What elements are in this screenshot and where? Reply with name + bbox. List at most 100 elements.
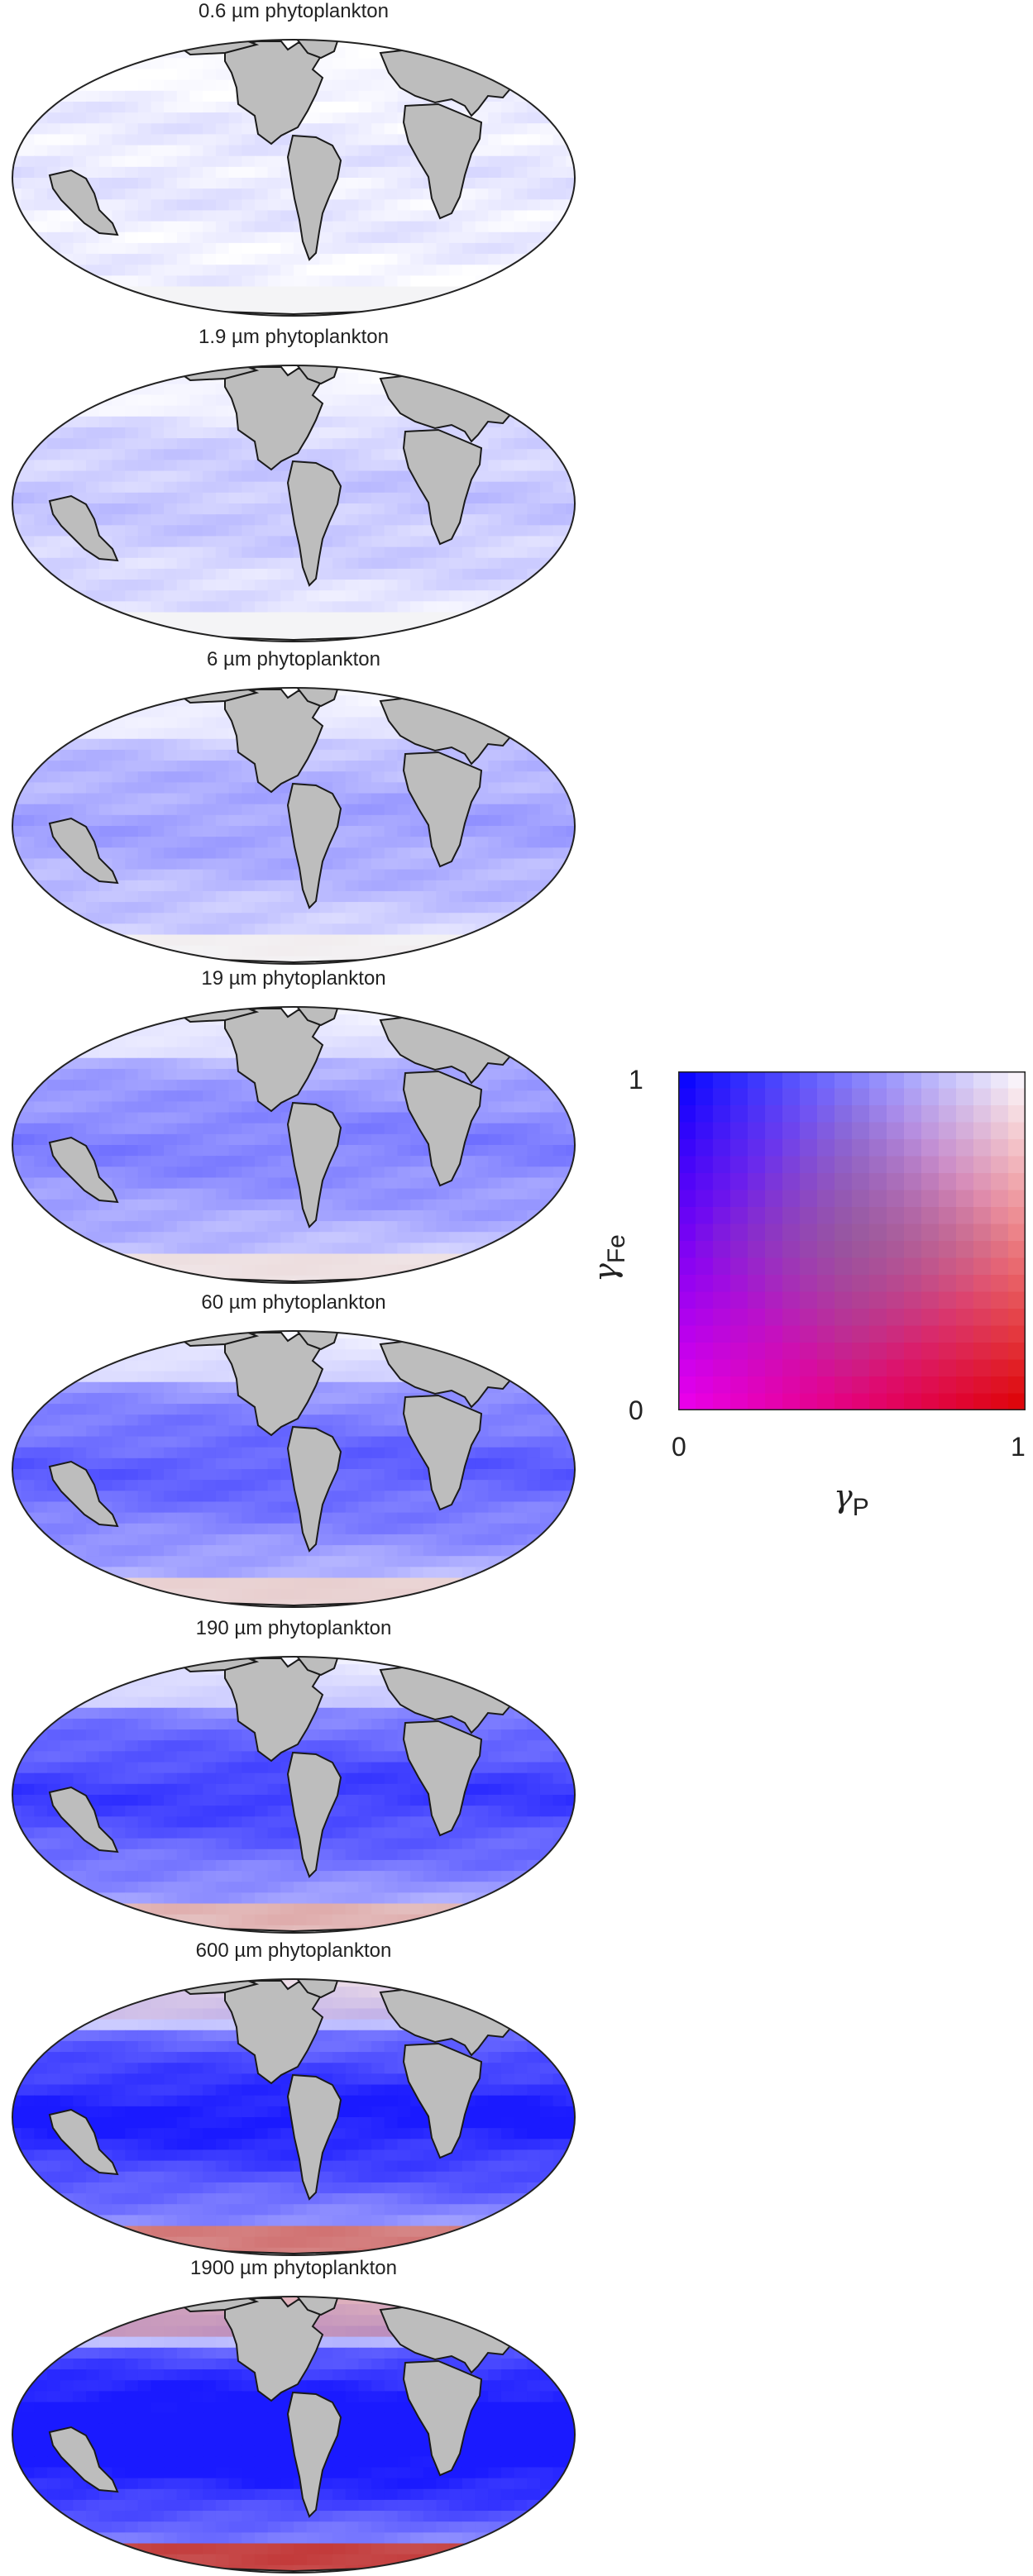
ocean-cell — [332, 727, 347, 740]
ocean-cell — [164, 814, 178, 827]
ocean-cell — [12, 1404, 22, 1415]
ocean-cell — [514, 231, 528, 244]
ocean-cell — [12, 1133, 22, 1146]
ocean-cell — [462, 837, 476, 848]
ocean-cell — [566, 945, 575, 957]
ocean-cell — [176, 308, 191, 316]
ocean-cell — [203, 557, 217, 570]
ocean-cell — [151, 275, 165, 288]
ocean-cell — [60, 1036, 74, 1048]
ocean-cell — [228, 623, 242, 635]
ocean-cell — [397, 590, 411, 602]
ocean-cell — [527, 40, 541, 48]
ocean-cell — [60, 717, 74, 729]
ocean-cell — [552, 188, 567, 200]
ocean-cell — [332, 525, 347, 537]
ocean-cell — [552, 837, 567, 848]
ocean-cell — [164, 761, 178, 772]
ocean-cell — [462, 847, 476, 860]
ocean-cell — [267, 1156, 281, 1167]
ocean-cell — [500, 557, 515, 570]
ocean-cell — [21, 717, 35, 729]
ocean-cell — [500, 308, 515, 316]
ocean-cell — [112, 1133, 126, 1146]
ocean-cell — [112, 1392, 126, 1405]
ocean-cell — [371, 880, 385, 892]
ocean-cell — [514, 188, 528, 200]
ocean-cell — [358, 112, 372, 124]
ocean-cell — [47, 869, 61, 881]
ocean-cell — [319, 1275, 333, 1283]
ocean-cell — [488, 427, 502, 439]
ocean-cell — [566, 1349, 575, 1362]
ocean-cell — [125, 134, 139, 146]
ocean-cell — [137, 1275, 152, 1283]
ocean-cell — [164, 416, 178, 428]
ocean-cell — [397, 242, 411, 255]
ocean-cell — [539, 286, 554, 298]
ocean-cell — [267, 601, 281, 613]
ocean-cell — [21, 727, 35, 740]
ocean-cell — [215, 717, 230, 729]
ocean-cell — [73, 1414, 87, 1426]
ocean-cell — [514, 557, 528, 570]
ocean-cell — [12, 1209, 22, 1222]
ocean-cell — [254, 1232, 269, 1243]
ocean-cell — [566, 717, 575, 729]
ocean-cell — [566, 1007, 575, 1015]
ocean-cell — [215, 145, 230, 157]
ocean-cell — [242, 902, 256, 914]
ocean-cell — [345, 1145, 360, 1157]
ocean-cell — [384, 1404, 399, 1415]
ocean-cell — [73, 1243, 87, 1255]
ocean-cell — [539, 1232, 554, 1243]
ocean-cell — [98, 913, 113, 924]
ocean-cell — [397, 858, 411, 871]
ocean-cell — [371, 492, 385, 504]
ocean-cell — [176, 242, 191, 255]
ocean-cell — [60, 134, 74, 146]
ocean-cell — [539, 503, 554, 515]
ocean-cell — [500, 112, 515, 124]
ocean-cell — [332, 460, 347, 472]
ocean-cell — [345, 1112, 360, 1124]
ocean-cell — [164, 902, 178, 914]
ocean-cell — [371, 890, 385, 903]
ocean-cell — [397, 837, 411, 848]
ocean-cell — [254, 242, 269, 255]
ocean-cell — [410, 913, 424, 924]
ocean-cell — [21, 1392, 35, 1405]
ocean-cell — [552, 623, 567, 635]
ocean-cell — [527, 956, 541, 964]
ocean-cell — [358, 1068, 372, 1080]
ocean-cell — [60, 695, 74, 707]
ocean-cell — [215, 297, 230, 309]
ocean-cell — [151, 590, 165, 602]
ocean-cell — [410, 688, 424, 696]
ocean-cell — [60, 612, 74, 624]
ocean-cell — [552, 254, 567, 265]
ocean-cell — [358, 1232, 372, 1243]
ocean-cell — [332, 1360, 347, 1372]
ocean-cell — [527, 902, 541, 914]
ocean-cell — [527, 717, 541, 729]
ocean-cell — [98, 188, 113, 200]
ocean-cell — [488, 695, 502, 707]
ocean-cell — [203, 188, 217, 200]
ocean-cell — [449, 47, 463, 59]
ocean-cell — [125, 1177, 139, 1190]
ocean-cell — [47, 1253, 61, 1266]
ocean-cell — [449, 265, 463, 276]
ocean-cell — [12, 1371, 22, 1383]
ocean-cell — [475, 155, 489, 168]
ocean-cell — [34, 1166, 48, 1179]
ocean-cell — [566, 1360, 575, 1372]
ocean-cell — [176, 1349, 191, 1362]
ocean-cell — [475, 1177, 489, 1190]
ocean-cell — [539, 449, 554, 460]
ocean-cell — [47, 405, 61, 417]
ocean-cell — [47, 1404, 61, 1415]
ocean-cell — [449, 365, 463, 374]
ocean-cell — [488, 460, 502, 472]
ocean-cell — [294, 254, 308, 265]
